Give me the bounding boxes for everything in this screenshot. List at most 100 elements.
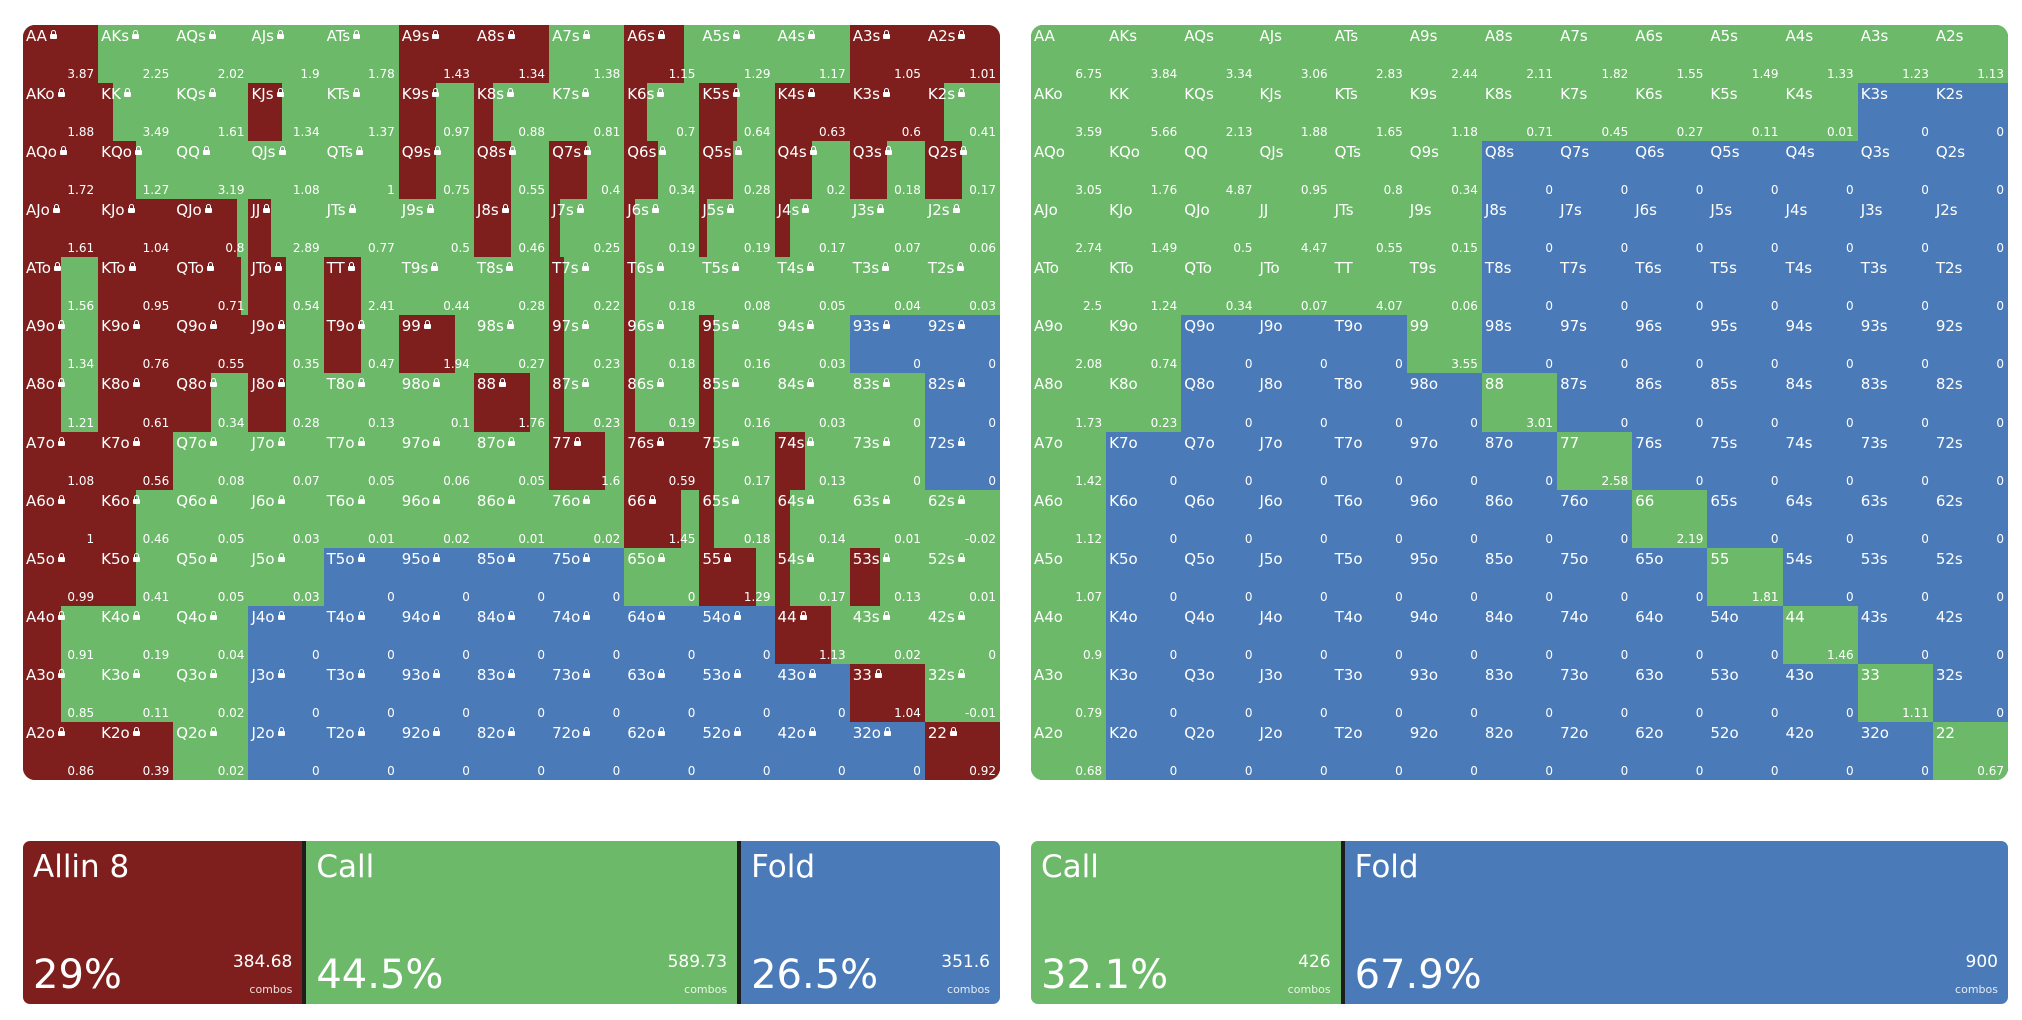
hand-cell-52o[interactable]: 52o 0 [699,721,775,780]
hand-cell-QTs[interactable]: QTs 0.8 [1331,141,1407,200]
hand-cell-97o[interactable]: 97o 0.06 [398,431,474,490]
hand-cell-76o[interactable]: 76o 0.02 [549,489,625,548]
hand-cell-K8s[interactable]: K8s 0.71 [1481,83,1558,142]
hand-cell-97o[interactable]: 97o 0 [1406,431,1482,490]
hand-cell-T2o[interactable]: T2o 0 [1331,721,1407,780]
hand-cell-95o[interactable]: 95o 0 [1406,547,1482,606]
hand-cell-94s[interactable]: 94s 0 [1782,315,1858,374]
hand-cell-Q5s[interactable]: Q5s 0.28 [699,141,775,200]
hand-cell-74s[interactable]: 74s 0.13 [774,431,850,490]
hand-cell-Q9s[interactable]: Q9s 0.34 [1406,141,1482,200]
hand-cell-J5o[interactable]: J5o 0.03 [248,547,324,606]
hand-cell-AJo[interactable]: AJo 1.61 [23,199,99,258]
hand-cell-52s[interactable]: 52s 0 [1932,547,2008,606]
hand-cell-84o[interactable]: 84o 0 [473,605,550,664]
hand-cell-Q2o[interactable]: Q2o 0.02 [173,721,249,780]
hand-cell-K4o[interactable]: K4o 0 [1106,605,1182,664]
hand-cell-A8s[interactable]: A8s 1.34 [473,25,550,84]
hand-cell-Q5o[interactable]: Q5o 0 [1181,547,1257,606]
hand-cell-T9o[interactable]: T9o 0.47 [323,315,399,374]
hand-cell-72o[interactable]: 72o 0 [549,721,625,780]
hand-cell-Q6s[interactable]: Q6s 0 [1632,141,1708,200]
hand-cell-A2s[interactable]: A2s 1.13 [1932,25,2008,84]
hand-cell-AKo[interactable]: AKo 3.59 [1031,83,1107,142]
hand-cell-65s[interactable]: 65s 0 [1707,489,1783,548]
hand-cell-75s[interactable]: 75s 0.17 [699,431,775,490]
hand-cell-53o[interactable]: 53o 0 [1707,663,1783,722]
hand-cell-K7o[interactable]: K7o 0 [1106,431,1182,490]
hand-cell-54s[interactable]: 54s 0 [1782,547,1858,606]
hand-cell-KTs[interactable]: KTs 1.65 [1331,83,1407,142]
hand-cell-Q2s[interactable]: Q2s 0.17 [924,141,1000,200]
hand-cell-93s[interactable]: 93s 0 [849,315,925,374]
hand-cell-74o[interactable]: 74o 0 [549,605,625,664]
hand-cell-96s[interactable]: 96s 0.18 [624,315,700,374]
hand-cell-AQs[interactable]: AQs 3.34 [1181,25,1257,84]
hand-cell-K9s[interactable]: K9s 0.97 [398,83,474,142]
hand-cell-A2s[interactable]: A2s 1.01 [924,25,1000,84]
hand-cell-98o[interactable]: 98o 0 [1406,373,1482,432]
hand-cell-T9s[interactable]: T9s 0.06 [1406,257,1482,316]
hand-cell-A9o[interactable]: A9o 1.34 [23,315,99,374]
hand-cell-T6s[interactable]: T6s 0.18 [624,257,700,316]
hand-cell-T7o[interactable]: T7o 0.05 [323,431,399,490]
hand-cell-JTo[interactable]: JTo 0.54 [248,257,324,316]
hand-cell-72o[interactable]: 72o 0 [1557,721,1633,780]
hand-cell-22[interactable]: 22 0.92 [924,721,1000,780]
hand-cell-A6s[interactable]: A6s 1.55 [1632,25,1708,84]
hand-cell-Q3s[interactable]: Q3s 0 [1857,141,1933,200]
hand-cell-A6o[interactable]: A6o 1.12 [1031,489,1107,548]
hand-cell-86o[interactable]: 86o 0.01 [473,489,550,548]
hand-cell-T9s[interactable]: T9s 0.44 [398,257,474,316]
hand-cell-33[interactable]: 33 1.11 [1857,663,1933,722]
hand-cell-Q3o[interactable]: Q3o 0.02 [173,663,249,722]
hand-cell-A8o[interactable]: A8o 1.73 [1031,373,1107,432]
hand-cell-T2o[interactable]: T2o 0 [323,721,399,780]
hand-cell-K7o[interactable]: K7o 0.56 [98,431,174,490]
hand-cell-T7s[interactable]: T7s 0.22 [549,257,625,316]
hand-cell-K9s[interactable]: K9s 1.18 [1406,83,1482,142]
hand-cell-Q3o[interactable]: Q3o 0 [1181,663,1257,722]
hand-cell-J9o[interactable]: J9o 0.35 [248,315,324,374]
hand-cell-JTo[interactable]: JTo 0.07 [1256,257,1332,316]
hand-cell-66[interactable]: 66 1.45 [624,489,700,548]
hand-cell-K6o[interactable]: K6o 0 [1106,489,1182,548]
hand-cell-62s[interactable]: 62s 0 [1932,489,2008,548]
hand-cell-QTs[interactable]: QTs 1 [323,141,399,200]
hand-cell-ATs[interactable]: ATs 2.83 [1331,25,1407,84]
hand-cell-T4o[interactable]: T4o 0 [323,605,399,664]
hand-cell-QQ[interactable]: QQ 4.87 [1181,141,1257,200]
hand-cell-J2o[interactable]: J2o 0 [248,721,324,780]
hand-cell-ATo[interactable]: ATo 2.5 [1031,257,1107,316]
hand-cell-A2o[interactable]: A2o 0.86 [23,721,99,780]
hand-cell-65o[interactable]: 65o 0 [1632,547,1708,606]
hand-cell-T7s[interactable]: T7s 0 [1557,257,1633,316]
hand-cell-Q9o[interactable]: Q9o 0.55 [173,315,249,374]
hand-cell-76s[interactable]: 76s 0 [1632,431,1708,490]
hand-cell-K8o[interactable]: K8o 0.61 [98,373,174,432]
hand-cell-53s[interactable]: 53s 0 [1857,547,1933,606]
hand-cell-95s[interactable]: 95s 0.16 [699,315,775,374]
hand-cell-J8o[interactable]: J8o 0.28 [248,373,324,432]
hand-cell-73o[interactable]: 73o 0 [549,663,625,722]
hand-cell-Q5o[interactable]: Q5o 0.05 [173,547,249,606]
hand-cell-84o[interactable]: 84o 0 [1481,605,1558,664]
hand-cell-87o[interactable]: 87o 0.05 [473,431,550,490]
hand-cell-86o[interactable]: 86o 0 [1481,489,1558,548]
hand-cell-83o[interactable]: 83o 0 [1481,663,1558,722]
hand-cell-Q2s[interactable]: Q2s 0 [1932,141,2008,200]
hand-cell-62s[interactable]: 62s -0.02 [924,489,1000,548]
hand-cell-TT[interactable]: TT 4.07 [1331,257,1407,316]
hand-cell-K3s[interactable]: K3s 0 [1857,83,1933,142]
hand-cell-K3s[interactable]: K3s 0.6 [849,83,925,142]
hand-cell-Q3s[interactable]: Q3s 0.18 [849,141,925,200]
hand-cell-J4o[interactable]: J4o 0 [248,605,324,664]
hand-cell-T8o[interactable]: T8o 0 [1331,373,1407,432]
hand-cell-85o[interactable]: 85o 0 [473,547,550,606]
hand-cell-A9s[interactable]: A9s 2.44 [1406,25,1482,84]
hand-cell-AA[interactable]: AA 6.75 [1031,25,1107,84]
hand-cell-93s[interactable]: 93s 0 [1857,315,1933,374]
hand-cell-43o[interactable]: 43o 0 [774,663,850,722]
hand-cell-75o[interactable]: 75o 0 [549,547,625,606]
hand-cell-63o[interactable]: 63o 0 [1632,663,1708,722]
